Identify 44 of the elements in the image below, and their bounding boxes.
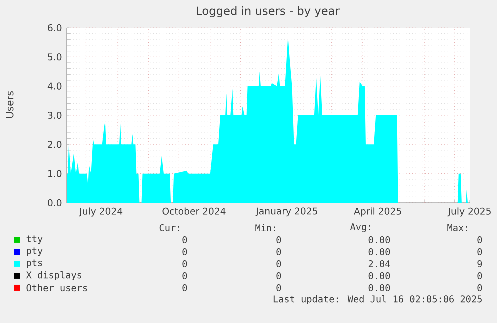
text: 0.00 xyxy=(368,236,390,244)
text: Min: xyxy=(256,224,276,232)
legend-label: pty xyxy=(27,248,43,256)
text: 0 xyxy=(182,284,188,292)
text: 0 xyxy=(478,284,482,292)
text: 0 xyxy=(276,248,282,256)
y-axis-title: Users xyxy=(6,91,14,118)
x-tick-label: April 2025 xyxy=(354,208,402,217)
text: 0 xyxy=(276,284,282,292)
text: Cur: xyxy=(160,224,180,232)
legend-label: Other users xyxy=(26,284,88,292)
text: 0.00 xyxy=(368,272,390,280)
legend-label: tty xyxy=(26,236,43,244)
text: 2.04 xyxy=(368,260,390,268)
text: 9 xyxy=(478,260,482,268)
text: 0 xyxy=(276,236,282,244)
text: Max: xyxy=(448,224,468,232)
text: 0 xyxy=(478,272,482,280)
x-tick-label: July 2024 xyxy=(79,208,123,217)
legend-label: X displays xyxy=(26,271,82,281)
text: Avg: xyxy=(350,224,370,232)
y-tick-label: 2.0 xyxy=(48,141,62,148)
text: 0 xyxy=(276,260,282,268)
legend-label: pts xyxy=(27,260,42,268)
text: 0 xyxy=(182,272,188,280)
x-tick-label: January 2025 xyxy=(256,208,318,217)
y-tick-label: 0.0 xyxy=(48,199,62,207)
y-tick-label: 3.0 xyxy=(48,112,62,120)
x-tick-label: July 2025 xyxy=(448,208,491,217)
y-tick-label: 5.0 xyxy=(48,54,62,61)
x-tick-label: October 2024 xyxy=(162,208,226,215)
text: 0 xyxy=(478,248,482,256)
text: Last update: Wed Jul 16 02:05:06 2025 xyxy=(274,295,482,305)
text: 0 xyxy=(182,236,188,244)
y-tick-label: 1.0 xyxy=(48,170,62,178)
text: 0.00 xyxy=(368,284,390,292)
chart-title: Logged in users - by year xyxy=(197,6,340,18)
y-tick-label: 4.0 xyxy=(48,82,62,90)
text: 0.00 xyxy=(368,248,390,256)
text: 0 xyxy=(478,236,482,244)
text: 0 xyxy=(276,272,282,280)
text: 0 xyxy=(182,248,188,256)
text: 0 xyxy=(182,260,188,268)
y-tick-label: 6.0 xyxy=(48,24,62,32)
